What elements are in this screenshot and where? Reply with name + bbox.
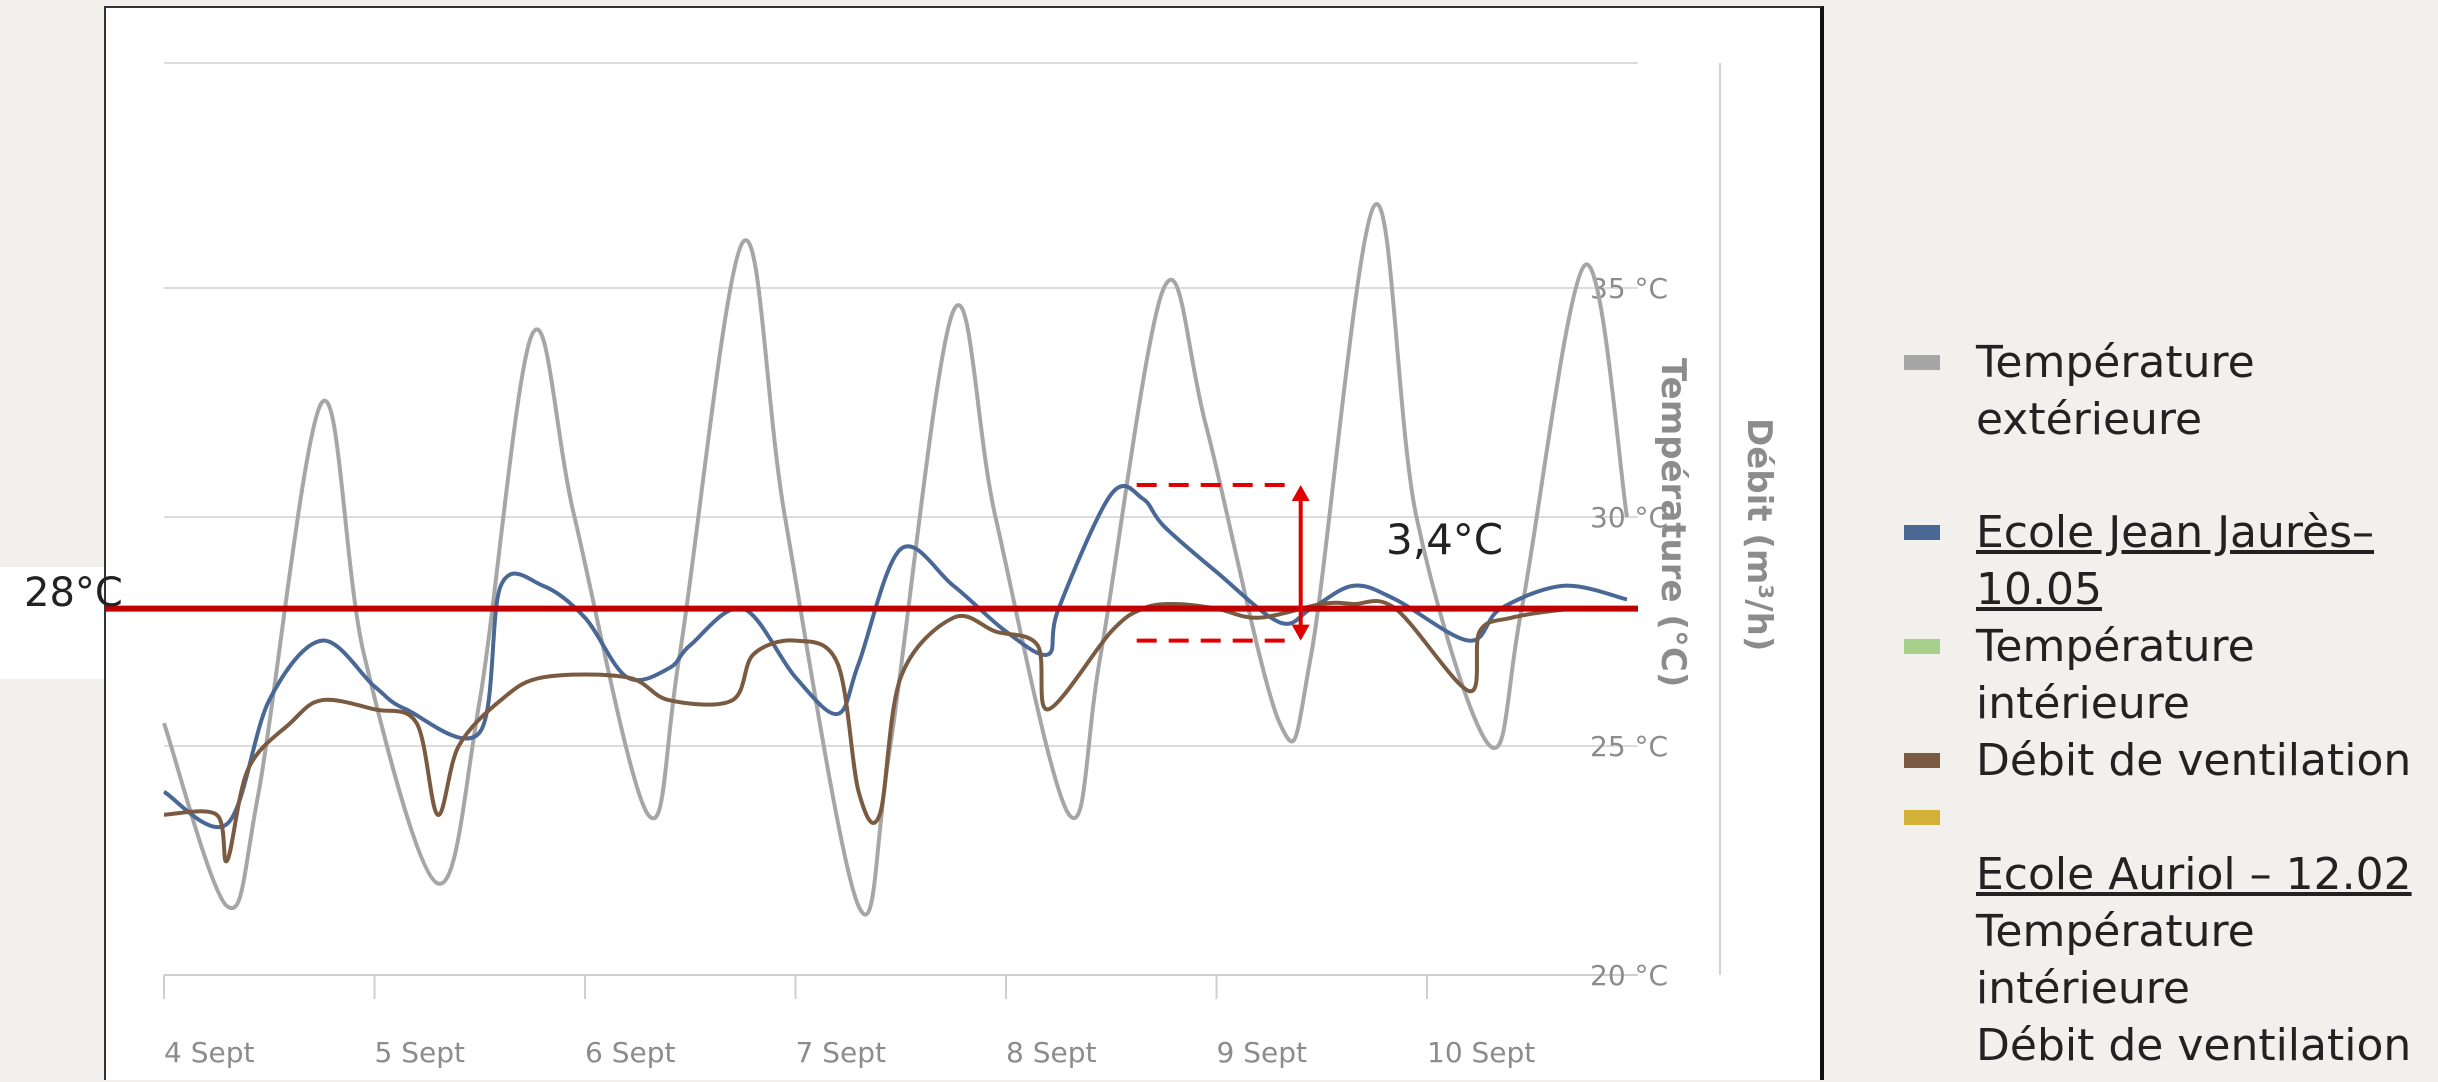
chart-legend: Température extérieure Ecole Jean Jaurès–… bbox=[1904, 334, 2424, 1074]
x-tick-label: 9 Sept bbox=[1217, 1036, 1307, 1069]
legend-item: Ecole Jean Jaurès–10.05 bbox=[1904, 504, 2424, 618]
x-tick-label: 8 Sept bbox=[1006, 1036, 1096, 1069]
legend-item: Débit de ventilation bbox=[1904, 1017, 2424, 1074]
legend-item: Ecole Auriol – 12.02 bbox=[1904, 846, 2424, 903]
legend-label: Ecole Jean Jaurès–10.05 bbox=[1976, 507, 2375, 615]
x-tick-label: 7 Sept bbox=[796, 1036, 886, 1069]
legend-swatch bbox=[1904, 810, 1940, 825]
legend-label: Ecole Auriol – 12.02 bbox=[1976, 849, 2412, 900]
legend-label: Débit de ventilation bbox=[1976, 1020, 2412, 1071]
temperature-chart: 4 Sept 5 Sept 6 Sept 7 Sept 8 Sept 9 Sept 10 S… bbox=[106, 62, 1779, 1069]
legend-swatch bbox=[1904, 753, 1940, 768]
legend-label: Température extérieure bbox=[1976, 337, 2255, 445]
reference-line-label-text: 28°C bbox=[24, 570, 123, 616]
legend-label: Température intérieure bbox=[1976, 621, 2255, 729]
y-tick-label: 20 °C bbox=[1590, 959, 1668, 992]
chart-panel: 4 Sept 5 Sept 6 Sept 7 Sept 8 Sept 9 Sept 10 S… bbox=[104, 6, 1824, 1080]
annotation-group bbox=[1136, 482, 1310, 643]
legend-swatch bbox=[1904, 639, 1940, 654]
annotation-arrow-head-up bbox=[1291, 484, 1310, 501]
x-tick-label: 5 Sept bbox=[375, 1036, 465, 1069]
x-tick-label: 10 Sept bbox=[1427, 1036, 1535, 1069]
legend-item: Température extérieure bbox=[1904, 334, 2424, 448]
y-tick-label: 30 °C bbox=[1590, 501, 1668, 534]
reference-line-label: 28°C bbox=[0, 567, 123, 679]
annotation-arrow-head-down bbox=[1291, 624, 1310, 641]
legend-item: Température intérieure bbox=[1904, 903, 2424, 1017]
x-tick-label: 6 Sept bbox=[585, 1036, 675, 1069]
ventilation-flow-line bbox=[163, 598, 1627, 864]
series-lines bbox=[162, 202, 1629, 917]
legend-item bbox=[1904, 789, 2424, 846]
y-axis-title: Température (°C) bbox=[1653, 358, 1693, 687]
legend-label: Température intérieure bbox=[1976, 906, 2255, 1014]
legend-swatch bbox=[1904, 525, 1940, 540]
legend-item: Débit de ventilation bbox=[1904, 732, 2424, 789]
axes: 4 Sept 5 Sept 6 Sept 7 Sept 8 Sept 9 Sept 10 S… bbox=[163, 63, 1721, 1069]
y-tick-label: 25 °C bbox=[1590, 730, 1668, 763]
outdoor-temperature-line bbox=[162, 202, 1629, 917]
legend-label bbox=[1976, 789, 2424, 846]
legend-item: Température intérieure bbox=[1904, 618, 2424, 732]
y-tick-label: 35 °C bbox=[1590, 272, 1668, 305]
legend-swatch bbox=[1904, 355, 1940, 370]
x-tick-label: 4 Sept bbox=[164, 1036, 254, 1069]
annotation-label: 3,4°C bbox=[1386, 515, 1503, 564]
legend-label: Débit de ventilation bbox=[1976, 735, 2412, 786]
y2-axis-title: Débit (m³/h) bbox=[1739, 418, 1779, 651]
